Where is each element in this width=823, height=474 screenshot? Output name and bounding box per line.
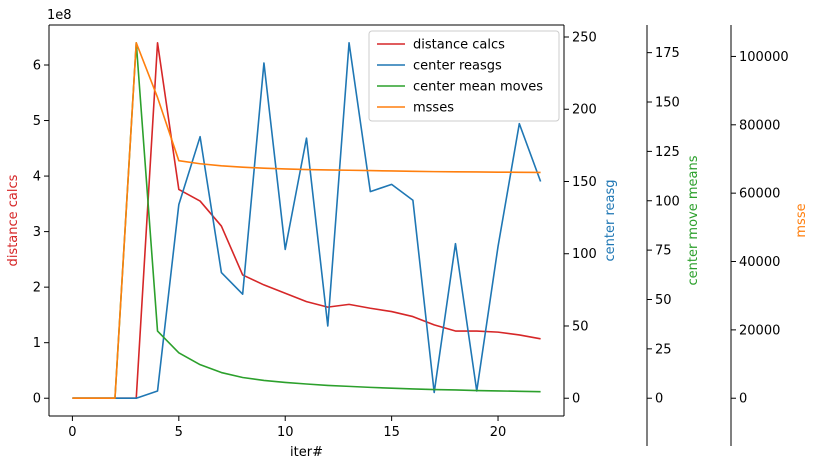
y-tick-label-dist: 3	[33, 225, 41, 240]
legend-label: center mean moves	[413, 80, 543, 95]
series-layer	[72, 41, 542, 400]
series-line-reas	[72, 41, 542, 400]
y-tick-label-move: 25	[655, 342, 672, 357]
x-tick-label: 10	[277, 425, 294, 440]
plot-frame	[48, 24, 565, 417]
y-axis-label-reas: center reasg	[603, 179, 618, 261]
y-tick-label-dist: 6	[33, 58, 41, 73]
y-axis-label-move: center move means	[686, 155, 701, 285]
y-axis-label-msse: msse	[794, 203, 809, 237]
y-tick-label-dist: 0	[33, 392, 41, 407]
y-tick-label-dist: 4	[33, 170, 41, 185]
x-tick-label: 15	[383, 425, 400, 440]
y-multiplier-dist: 1e8	[47, 8, 72, 23]
legend: distance calcs center reasgs center mean m…	[368, 30, 560, 122]
y-tick-label-msse: 100000	[739, 50, 789, 65]
y-tick-label-move: 175	[655, 46, 680, 61]
x-tick-label: 20	[490, 425, 507, 440]
y-tick-label-msse: 60000	[739, 187, 780, 202]
y-tick-label-move: 75	[655, 244, 672, 259]
x-tick-label: 5	[175, 425, 183, 440]
series-line-dist	[72, 41, 541, 400]
legend-label: distance calcs	[413, 38, 505, 53]
y-tick-label-dist: 1	[33, 336, 41, 351]
y-tick-label-reas: 100	[572, 247, 597, 262]
legend-box	[368, 30, 560, 122]
series-line-move	[72, 41, 541, 400]
y-tick-label-reas: 50	[572, 319, 589, 334]
x-tick-label: 0	[68, 425, 76, 440]
x-axis-label: iter#	[290, 445, 323, 460]
y-tick-label-reas: 200	[572, 103, 597, 118]
y-tick-label-move: 150	[655, 96, 680, 111]
y-tick-label-reas: 150	[572, 175, 597, 190]
y-tick-label-msse: 0	[739, 392, 747, 407]
y-tick-label-dist: 5	[33, 114, 41, 129]
y-tick-label-move: 125	[655, 145, 680, 160]
y-tick-label-reas: 0	[572, 392, 580, 407]
legend-label: center reasgs	[413, 59, 502, 74]
y-tick-label-msse: 80000	[739, 118, 780, 133]
y-tick-label-move: 100	[655, 194, 680, 209]
y-axis-label-dist: distance calcs	[6, 174, 21, 266]
y-tick-label-move: 0	[655, 392, 663, 407]
y-tick-label-msse: 40000	[739, 255, 780, 270]
axes-layer: 0 5 10 15 20 iter# 0 1 2 3 4 5 6 1e8 distance calcs 0 50…	[6, 8, 809, 460]
y-tick-label-move: 50	[655, 293, 672, 308]
y-tick-label-dist: 2	[33, 281, 41, 296]
y-tick-label-reas: 250	[572, 30, 597, 45]
y-tick-label-msse: 20000	[739, 323, 780, 338]
series-line-msse	[72, 41, 541, 400]
legend-label: msses	[413, 101, 454, 116]
